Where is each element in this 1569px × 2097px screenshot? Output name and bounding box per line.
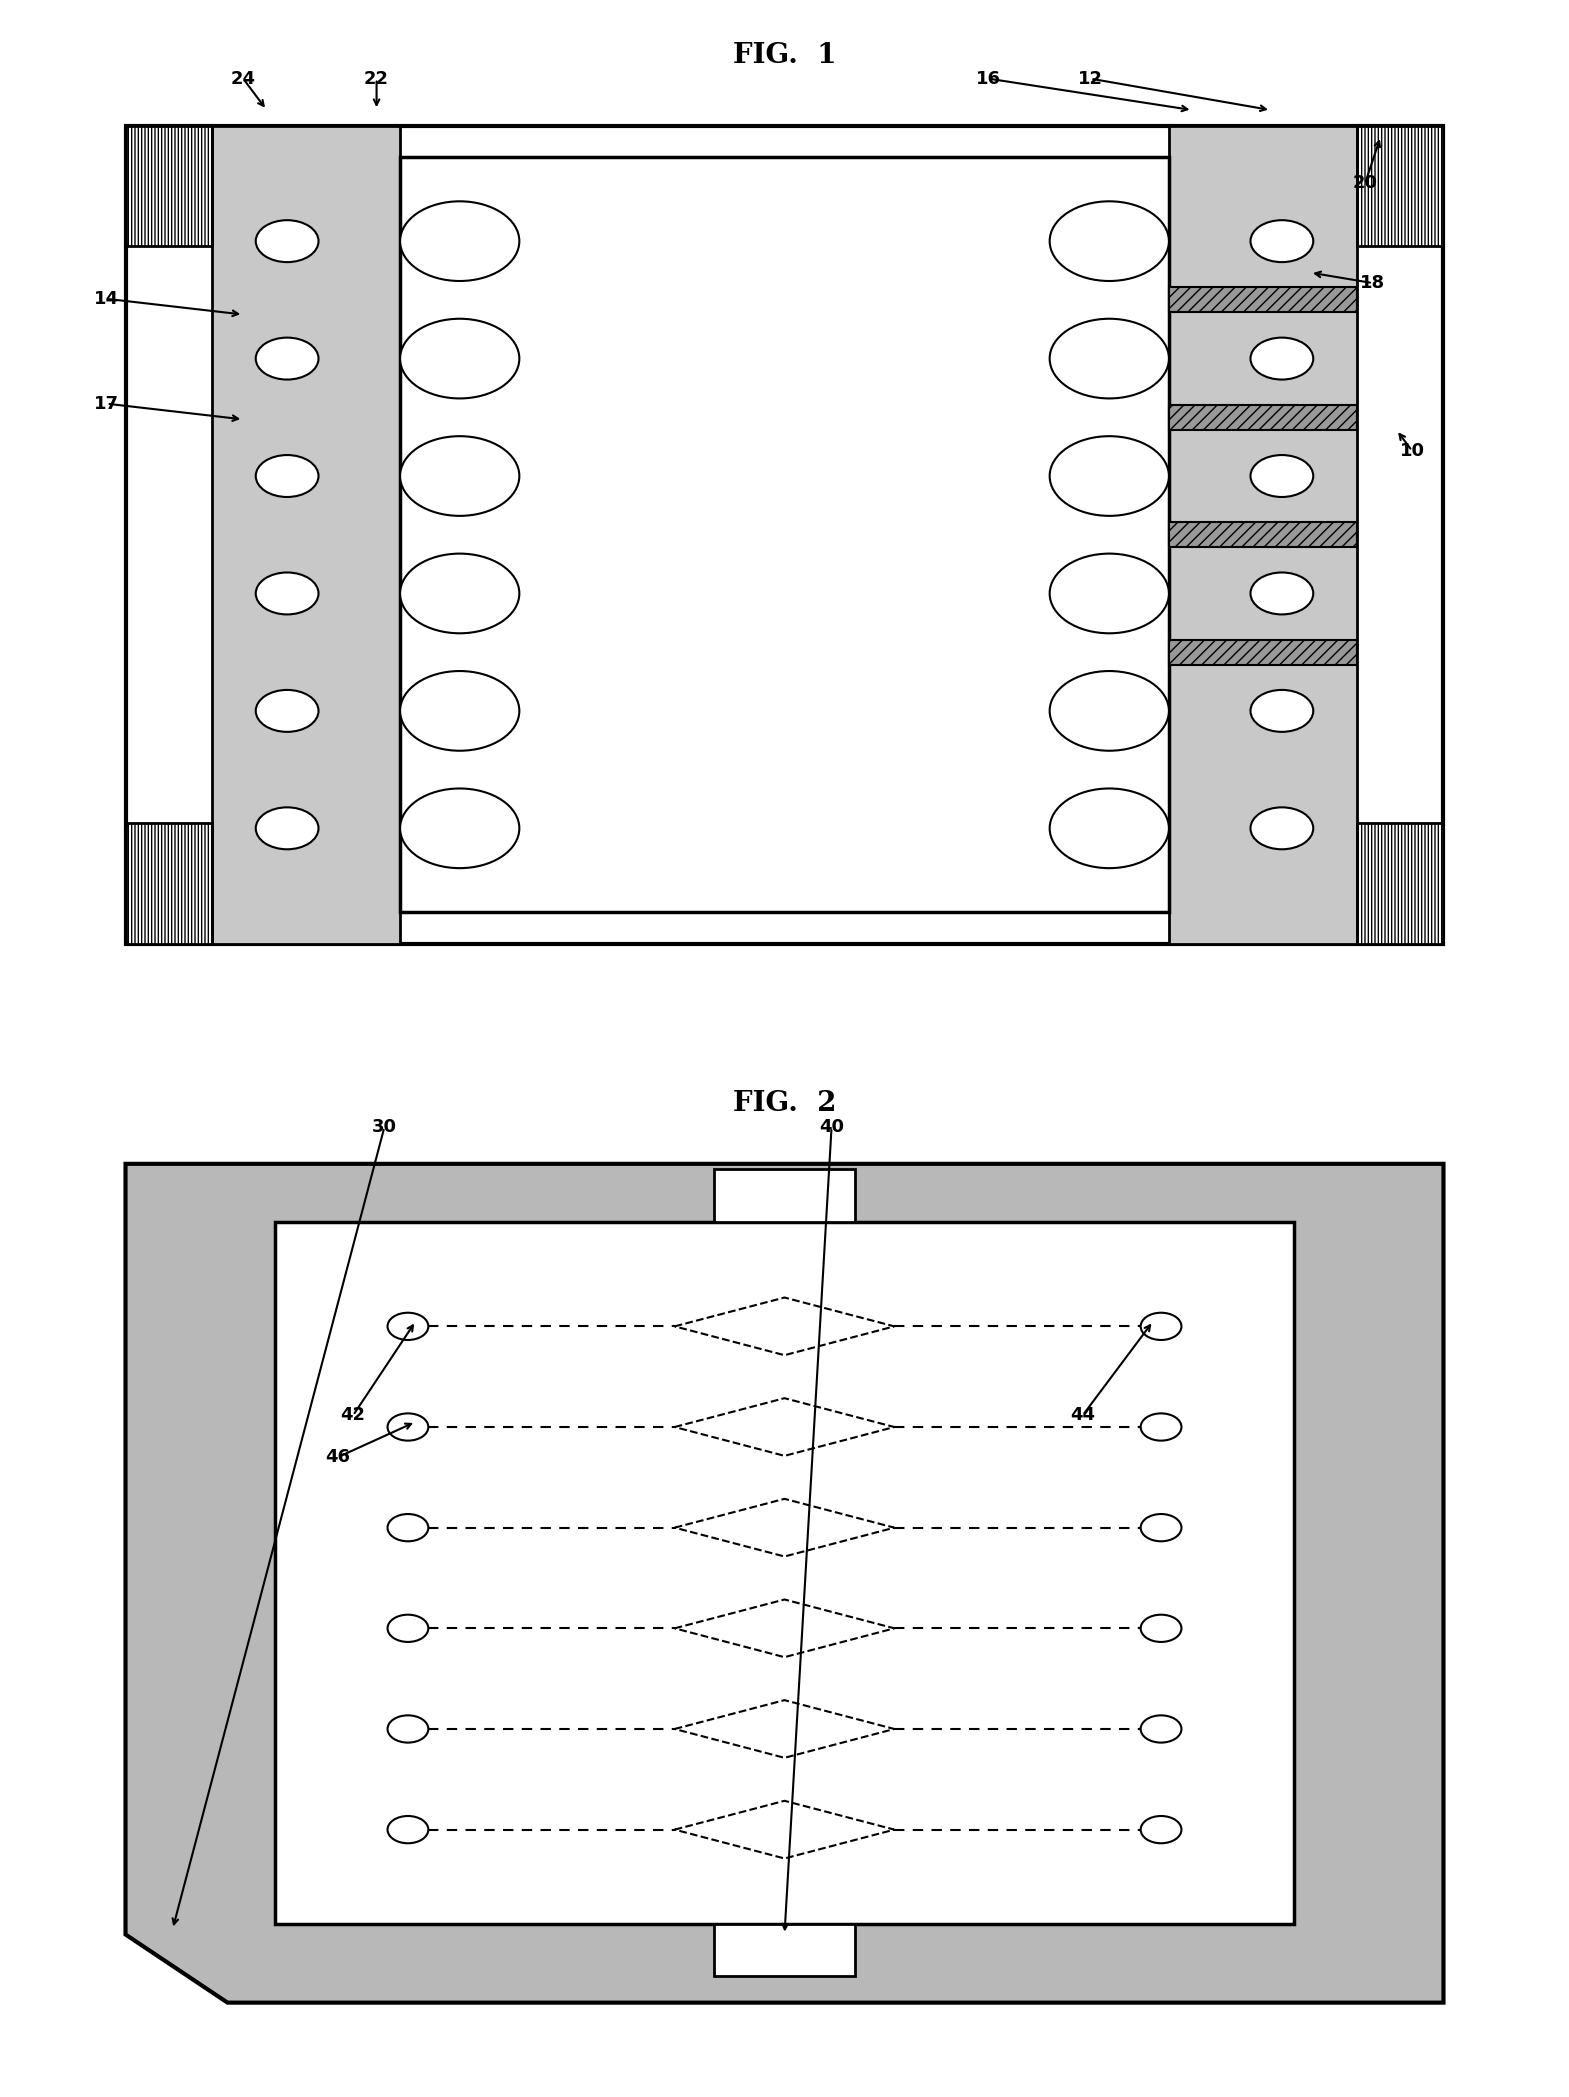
Bar — [1357, 126, 1443, 247]
Bar — [126, 126, 1443, 944]
Polygon shape — [675, 1801, 894, 1858]
Bar — [1169, 126, 1357, 944]
Polygon shape — [675, 1298, 894, 1355]
Circle shape — [256, 338, 319, 380]
Circle shape — [256, 690, 319, 732]
Circle shape — [400, 554, 519, 633]
Circle shape — [1050, 436, 1169, 516]
Polygon shape — [675, 1399, 894, 1455]
Text: 40: 40 — [819, 1118, 844, 1137]
Circle shape — [1141, 1413, 1181, 1441]
Circle shape — [256, 572, 319, 614]
Text: 44: 44 — [1070, 1407, 1095, 1424]
Text: 12: 12 — [1078, 69, 1103, 88]
Circle shape — [1141, 1816, 1181, 1843]
Circle shape — [400, 436, 519, 516]
Bar — [1169, 522, 1357, 547]
Text: 10: 10 — [1400, 442, 1425, 459]
Text: 14: 14 — [94, 289, 119, 308]
Circle shape — [1250, 455, 1313, 497]
Circle shape — [388, 1816, 428, 1843]
Circle shape — [1141, 1313, 1181, 1340]
Circle shape — [400, 671, 519, 751]
Circle shape — [400, 319, 519, 398]
Circle shape — [388, 1313, 428, 1340]
Circle shape — [1141, 1615, 1181, 1642]
Circle shape — [400, 201, 519, 281]
Bar — [1357, 824, 1443, 944]
Text: 30: 30 — [372, 1118, 397, 1137]
Bar — [126, 126, 212, 247]
Circle shape — [400, 788, 519, 868]
Circle shape — [388, 1615, 428, 1642]
Polygon shape — [675, 1499, 894, 1556]
Bar — [126, 824, 212, 944]
Circle shape — [388, 1413, 428, 1441]
Circle shape — [256, 455, 319, 497]
Circle shape — [1050, 671, 1169, 751]
Circle shape — [1050, 201, 1169, 281]
Bar — [1169, 405, 1357, 430]
Bar — [400, 157, 1169, 912]
Polygon shape — [675, 1600, 894, 1657]
Circle shape — [1250, 690, 1313, 732]
Circle shape — [1250, 572, 1313, 614]
Circle shape — [1141, 1514, 1181, 1541]
Circle shape — [1141, 1715, 1181, 1743]
Bar — [714, 1170, 855, 1220]
Text: 18: 18 — [1360, 275, 1385, 291]
Text: FIG.  2: FIG. 2 — [733, 1090, 836, 1118]
Bar — [1169, 287, 1357, 312]
Circle shape — [256, 220, 319, 262]
Text: 42: 42 — [340, 1407, 366, 1424]
Polygon shape — [126, 1164, 1443, 2003]
Circle shape — [256, 807, 319, 849]
Text: 20: 20 — [1352, 174, 1378, 193]
Text: 24: 24 — [231, 69, 256, 88]
Text: 46: 46 — [325, 1449, 350, 1466]
Bar — [714, 1925, 855, 1975]
Circle shape — [1250, 220, 1313, 262]
Text: 16: 16 — [976, 69, 1001, 88]
Text: FIG.  1: FIG. 1 — [733, 42, 836, 69]
Bar — [1169, 640, 1357, 665]
Text: 22: 22 — [364, 69, 389, 88]
Circle shape — [388, 1715, 428, 1743]
Circle shape — [1250, 807, 1313, 849]
Circle shape — [388, 1514, 428, 1541]
Polygon shape — [675, 1701, 894, 1757]
Circle shape — [1250, 338, 1313, 380]
Circle shape — [1050, 788, 1169, 868]
Text: 17: 17 — [94, 394, 119, 413]
Bar — [275, 1220, 1294, 1925]
Circle shape — [1050, 554, 1169, 633]
Bar — [212, 126, 400, 944]
Circle shape — [1050, 319, 1169, 398]
